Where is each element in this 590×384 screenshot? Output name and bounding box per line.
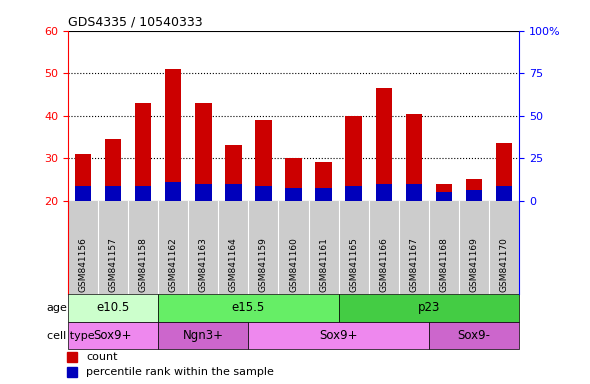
Bar bbox=[285, 188, 302, 201]
Bar bbox=[345, 116, 362, 201]
Text: GSM841161: GSM841161 bbox=[319, 237, 328, 292]
Text: GSM841157: GSM841157 bbox=[109, 237, 117, 292]
Bar bbox=[339, 294, 519, 322]
Bar bbox=[496, 143, 513, 201]
Text: GSM841170: GSM841170 bbox=[500, 237, 509, 292]
Text: GSM841162: GSM841162 bbox=[169, 237, 178, 292]
Bar bbox=[255, 120, 272, 201]
Bar bbox=[135, 103, 152, 201]
Bar bbox=[375, 184, 392, 201]
Text: GSM841159: GSM841159 bbox=[259, 237, 268, 292]
Text: Ngn3+: Ngn3+ bbox=[183, 329, 224, 342]
Text: Sox9+: Sox9+ bbox=[94, 329, 132, 342]
Bar bbox=[255, 186, 272, 201]
Text: GSM841164: GSM841164 bbox=[229, 237, 238, 292]
Text: GSM841165: GSM841165 bbox=[349, 237, 358, 292]
Text: age: age bbox=[47, 303, 68, 313]
Text: GSM841156: GSM841156 bbox=[78, 237, 87, 292]
Text: p23: p23 bbox=[418, 301, 440, 314]
Text: percentile rank within the sample: percentile rank within the sample bbox=[86, 367, 274, 377]
Bar bbox=[195, 103, 212, 201]
Bar bbox=[74, 154, 91, 201]
Text: e10.5: e10.5 bbox=[96, 301, 130, 314]
Bar bbox=[135, 186, 152, 201]
Bar bbox=[405, 184, 422, 201]
Bar bbox=[285, 158, 302, 201]
Bar bbox=[375, 88, 392, 201]
Bar bbox=[158, 322, 248, 349]
Text: cell type: cell type bbox=[47, 331, 94, 341]
Bar bbox=[435, 184, 453, 201]
Bar bbox=[104, 139, 122, 201]
Text: GDS4335 / 10540333: GDS4335 / 10540333 bbox=[68, 15, 202, 28]
Bar bbox=[315, 188, 332, 201]
Bar bbox=[466, 179, 483, 201]
Bar bbox=[435, 192, 453, 201]
Bar bbox=[225, 146, 242, 201]
Bar bbox=[466, 190, 483, 201]
Bar bbox=[195, 184, 212, 201]
Text: GSM841163: GSM841163 bbox=[199, 237, 208, 292]
Bar bbox=[165, 182, 182, 201]
Text: GSM841166: GSM841166 bbox=[379, 237, 388, 292]
Bar bbox=[68, 294, 158, 322]
Bar bbox=[405, 114, 422, 201]
Bar bbox=[104, 186, 122, 201]
Text: GSM841169: GSM841169 bbox=[470, 237, 478, 292]
Bar bbox=[429, 322, 519, 349]
Text: GSM841158: GSM841158 bbox=[139, 237, 148, 292]
Text: GSM841167: GSM841167 bbox=[409, 237, 418, 292]
Text: e15.5: e15.5 bbox=[232, 301, 265, 314]
Bar bbox=[315, 162, 332, 201]
Bar bbox=[74, 186, 91, 201]
Text: count: count bbox=[86, 352, 117, 362]
Bar bbox=[345, 186, 362, 201]
Bar bbox=[165, 69, 182, 201]
Bar bbox=[248, 322, 429, 349]
Text: Sox9+: Sox9+ bbox=[319, 329, 358, 342]
Bar bbox=[68, 201, 519, 294]
Text: Sox9-: Sox9- bbox=[458, 329, 490, 342]
Text: GSM841160: GSM841160 bbox=[289, 237, 298, 292]
Text: GSM841168: GSM841168 bbox=[440, 237, 448, 292]
Bar bbox=[225, 184, 242, 201]
Bar bbox=[158, 294, 339, 322]
Bar bbox=[496, 186, 513, 201]
Bar bbox=[68, 322, 158, 349]
